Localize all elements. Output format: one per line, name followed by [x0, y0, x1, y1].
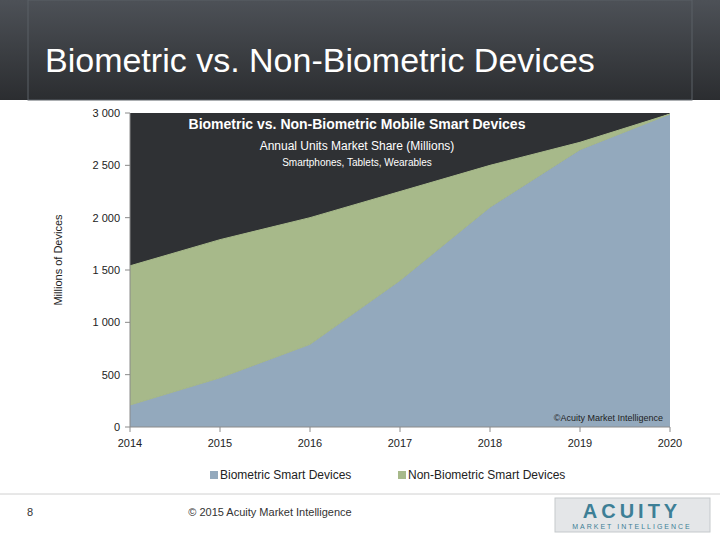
y-tick — [125, 113, 130, 114]
y-tick-label: 1 000 — [92, 316, 120, 328]
x-tick-label: 2017 — [388, 437, 412, 449]
y-tick — [125, 322, 130, 323]
plot-area — [130, 113, 670, 427]
y-tick-label: 2 000 — [92, 212, 120, 224]
y-tick-label: 0 — [114, 421, 120, 433]
x-tick-label: 2018 — [478, 437, 502, 449]
area — [130, 114, 670, 405]
chart-title: Biometric vs. Non-Biometric Mobile Smart… — [189, 116, 526, 132]
legend-swatch — [210, 471, 218, 479]
logo: ACUITY — [583, 500, 681, 522]
title-band — [0, 0, 720, 100]
y-tick-label: 2 500 — [92, 159, 120, 171]
y-tick — [125, 217, 130, 218]
slide-title: Biometric vs. Non-Biometric Devices — [45, 41, 595, 79]
chart-annotation: Smartphones, Tablets, Wearables — [282, 157, 432, 168]
x-tick-label: 2020 — [658, 437, 682, 449]
y-tick-label: 3 000 — [92, 107, 120, 119]
copyright-annotation: ©Acuity Market Intelligence — [554, 413, 663, 423]
area — [130, 114, 670, 427]
logo-tagline: MARKET INTELLIGENCE — [572, 523, 692, 530]
footer-text: © 2015 Acuity Market Intelligence — [188, 506, 351, 518]
logo-box — [555, 498, 710, 532]
y-tick-label: 500 — [102, 369, 120, 381]
slide: Biometric vs. Non-Biometric Devices 0 500 1… — [0, 0, 720, 540]
x-tick — [310, 427, 311, 432]
background — [0, 0, 720, 540]
x-tick-label: 2014 — [118, 437, 142, 449]
legend-label: Biometric Smart Devices — [220, 468, 351, 482]
y-tick-label: 1 500 — [92, 264, 120, 276]
title-frame — [28, 0, 692, 100]
page-number: 8 — [27, 506, 33, 518]
x-tick — [670, 427, 671, 432]
chart-subtitle: Annual Units Market Share (Millions) — [260, 139, 455, 153]
x-tick — [130, 427, 131, 432]
x-tick-label: 2016 — [298, 437, 322, 449]
x-tick — [580, 427, 581, 432]
x-tick — [400, 427, 401, 432]
y-tick — [125, 427, 130, 428]
y-axis-label: Millions of Devices — [52, 214, 64, 306]
x-tick-label: 2019 — [568, 437, 592, 449]
areas — [130, 114, 670, 427]
x-tick-label: 2015 — [208, 437, 232, 449]
x-tick — [220, 427, 221, 432]
y-tick — [125, 165, 130, 166]
footer-rule — [0, 494, 720, 495]
y-tick — [125, 374, 130, 375]
x-tick — [490, 427, 491, 432]
legend-swatch — [398, 471, 406, 479]
y-tick — [125, 270, 130, 271]
legend-label: Non-Biometric Smart Devices — [408, 468, 565, 482]
